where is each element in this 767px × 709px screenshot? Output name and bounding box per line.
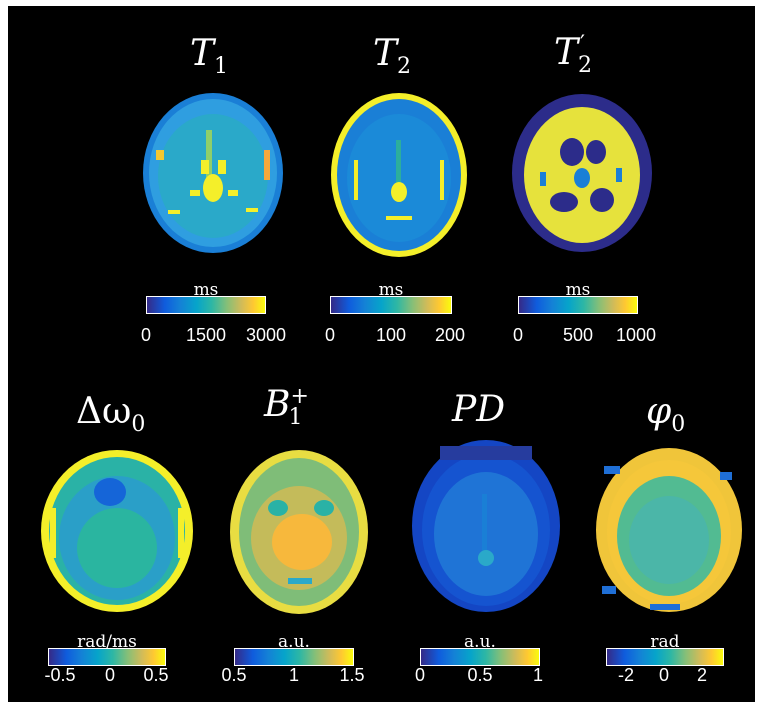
title-t1: T1 xyxy=(190,33,229,80)
colorbar-tick-b1-2: 1.5 xyxy=(339,665,365,685)
colorbar-unit-phi0: rad xyxy=(650,632,680,652)
colorbar-tick-t2-1: 100 xyxy=(375,325,407,345)
title-dw0: Δω0 xyxy=(76,391,146,438)
colorbar-t2prime xyxy=(518,296,638,314)
map-dw0 xyxy=(38,448,196,614)
colorbar-pd xyxy=(420,648,540,666)
figure-canvas: T1 T2 xyxy=(8,6,755,702)
title-phi0: φ0 xyxy=(646,391,686,438)
colorbar-tick-t2prime-0: 0 xyxy=(512,325,524,345)
colorbar-tick-t1-0: 0 xyxy=(140,325,152,345)
colorbar-t2 xyxy=(330,296,452,314)
colorbar-tick-dw0-1: 0 xyxy=(104,665,116,685)
colorbar-tick-b1-1: 1 xyxy=(288,665,300,685)
map-phi0 xyxy=(594,446,744,614)
colorbar-tick-phi0-2: 2 xyxy=(696,665,708,685)
colorbar-tick-t1-1: 1500 xyxy=(185,325,227,345)
colorbar-unit-t1: ms xyxy=(193,280,219,300)
colorbar-tick-dw0-0: -0.5 xyxy=(44,665,76,685)
title-pd: PD xyxy=(452,389,506,430)
map-b1 xyxy=(228,448,370,616)
colorbar-tick-pd-1: 0.5 xyxy=(467,665,493,685)
colorbar-tick-b1-0: 0.5 xyxy=(221,665,247,685)
map-t2 xyxy=(326,90,472,260)
title-b1: B1+ xyxy=(264,384,309,431)
colorbar-unit-t2prime: ms xyxy=(565,280,591,300)
map-pd xyxy=(410,438,562,614)
colorbar-b1 xyxy=(234,648,354,666)
colorbar-tick-pd-0: 0 xyxy=(414,665,426,685)
colorbar-tick-phi0-0: -2 xyxy=(617,665,635,685)
colorbar-tick-t2-0: 0 xyxy=(324,325,336,345)
colorbar-tick-dw0-2: 0.5 xyxy=(143,665,169,685)
colorbar-unit-b1: a.u. xyxy=(278,632,310,652)
colorbar-phi0 xyxy=(606,648,724,666)
colorbar-tick-t1-2: 3000 xyxy=(245,325,287,345)
colorbar-dw0 xyxy=(48,648,166,666)
colorbar-unit-t2: ms xyxy=(378,280,404,300)
map-t1 xyxy=(138,90,288,256)
title-t2prime: T2′ xyxy=(554,32,593,79)
colorbar-tick-t2prime-1: 500 xyxy=(562,325,594,345)
colorbar-unit-pd: a.u. xyxy=(464,632,496,652)
colorbar-unit-dw0: rad/ms xyxy=(77,632,137,652)
title-t2: T2 xyxy=(373,33,412,80)
colorbar-tick-phi0-1: 0 xyxy=(658,665,670,685)
colorbar-tick-pd-2: 1 xyxy=(532,665,544,685)
colorbar-tick-t2prime-2: 1000 xyxy=(615,325,657,345)
map-t2prime xyxy=(510,92,654,254)
colorbar-tick-t2-2: 200 xyxy=(434,325,466,345)
colorbar-t1 xyxy=(146,296,266,314)
